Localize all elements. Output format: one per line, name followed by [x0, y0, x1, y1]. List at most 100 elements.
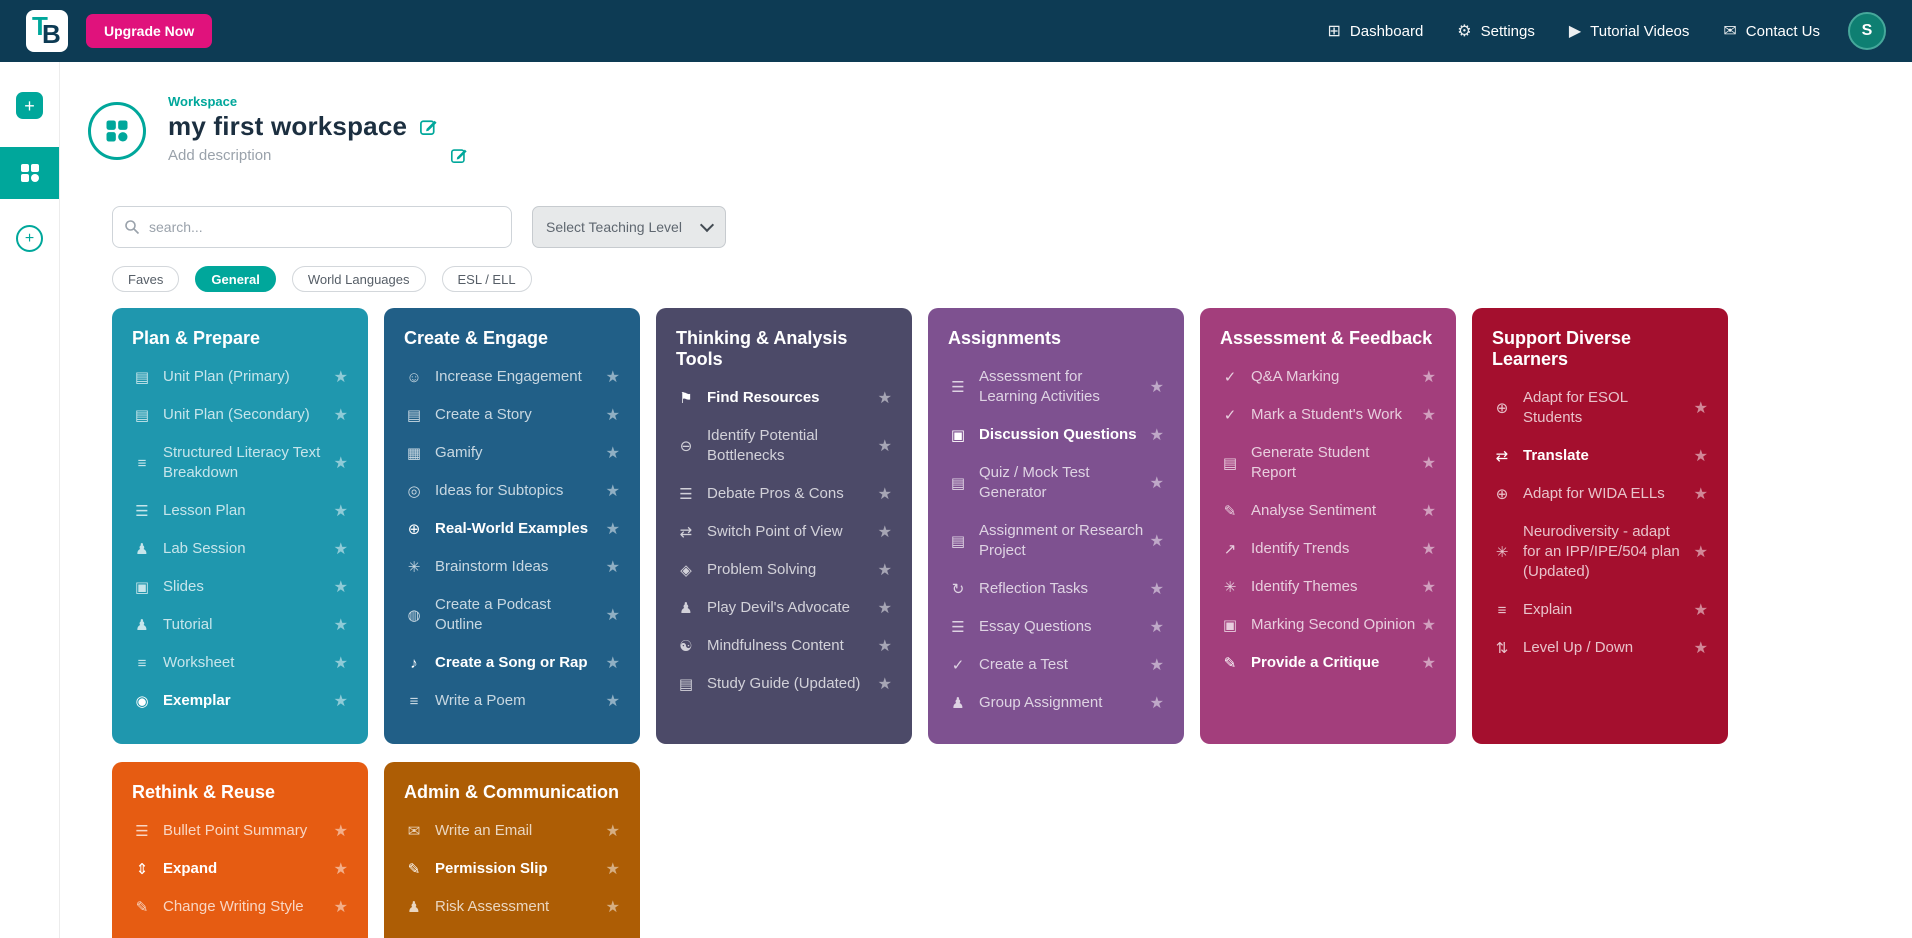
add-button-top[interactable]: + — [16, 92, 43, 119]
favorite-star-icon[interactable]: ★ — [1693, 486, 1708, 503]
favorite-star-icon[interactable]: ★ — [1693, 602, 1708, 619]
tool-item-assignment-or-research-project[interactable]: ▤ Assignment or Research Project ★ — [948, 521, 1164, 561]
tool-item-bullet-point-summary[interactable]: ☰ Bullet Point Summary ★ — [132, 821, 348, 841]
favorite-star-icon[interactable]: ★ — [1149, 533, 1164, 550]
tool-item-increase-engagement[interactable]: ☺ Increase Engagement ★ — [404, 367, 620, 387]
tool-item-essay-questions[interactable]: ☰ Essay Questions ★ — [948, 617, 1164, 637]
app-logo[interactable]: T B — [26, 10, 68, 52]
filter-pill-general[interactable]: General — [195, 266, 276, 292]
favorite-star-icon[interactable]: ★ — [1421, 407, 1436, 424]
tool-item-level-up-down[interactable]: ⇅ Level Up / Down ★ — [1492, 638, 1708, 658]
workspace-description-placeholder[interactable]: Add description — [168, 146, 272, 164]
favorite-star-icon[interactable]: ★ — [1149, 475, 1164, 492]
tool-item-risk-assessment[interactable]: ♟ Risk Assessment ★ — [404, 897, 620, 917]
tool-item-debate-pros-cons[interactable]: ☰ Debate Pros & Cons ★ — [676, 484, 892, 504]
tool-item-create-a-story[interactable]: ▤ Create a Story ★ — [404, 405, 620, 425]
tool-item-worksheet[interactable]: ≡ Worksheet ★ — [132, 653, 348, 673]
tool-item-create-a-podcast-outline[interactable]: ◍ Create a Podcast Outline ★ — [404, 595, 620, 635]
sidebar-item-active-workspace[interactable] — [0, 147, 59, 199]
favorite-star-icon[interactable]: ★ — [605, 861, 620, 878]
favorite-star-icon[interactable]: ★ — [877, 486, 892, 503]
edit-title-icon[interactable] — [419, 117, 438, 136]
tool-item-create-a-test[interactable]: ✓ Create a Test ★ — [948, 655, 1164, 675]
tool-item-real-world-examples[interactable]: ⊕ Real-World Examples ★ — [404, 519, 620, 539]
favorite-star-icon[interactable]: ★ — [1693, 640, 1708, 657]
tool-item-problem-solving[interactable]: ◈ Problem Solving ★ — [676, 560, 892, 580]
tool-item-explain[interactable]: ≡ Explain ★ — [1492, 600, 1708, 620]
favorite-star-icon[interactable]: ★ — [1421, 455, 1436, 472]
nav-link-dashboard[interactable]: ⊞ Dashboard — [1328, 21, 1424, 41]
favorite-star-icon[interactable]: ★ — [333, 455, 348, 472]
tool-item-play-devil-s-advocate[interactable]: ♟ Play Devil's Advocate ★ — [676, 598, 892, 618]
favorite-star-icon[interactable]: ★ — [1149, 657, 1164, 674]
tool-item-analyse-sentiment[interactable]: ✎ Analyse Sentiment ★ — [1220, 501, 1436, 521]
favorite-star-icon[interactable]: ★ — [605, 823, 620, 840]
favorite-star-icon[interactable]: ★ — [333, 693, 348, 710]
favorite-star-icon[interactable]: ★ — [1421, 503, 1436, 520]
favorite-star-icon[interactable]: ★ — [1149, 581, 1164, 598]
favorite-star-icon[interactable]: ★ — [333, 369, 348, 386]
favorite-star-icon[interactable]: ★ — [877, 524, 892, 541]
nav-link-contact-us[interactable]: ✉ Contact Us — [1723, 21, 1820, 41]
tool-item-mark-a-student-s-work[interactable]: ✓ Mark a Student's Work ★ — [1220, 405, 1436, 425]
tool-item-study-guide-updated[interactable]: ▤ Study Guide (Updated) ★ — [676, 674, 892, 694]
tool-item-quiz-mock-test-generator[interactable]: ▤ Quiz / Mock Test Generator ★ — [948, 463, 1164, 503]
favorite-star-icon[interactable]: ★ — [1421, 369, 1436, 386]
favorite-star-icon[interactable]: ★ — [605, 655, 620, 672]
tool-item-identify-potential-bottlenecks[interactable]: ⊖ Identify Potential Bottlenecks ★ — [676, 426, 892, 466]
favorite-star-icon[interactable]: ★ — [877, 676, 892, 693]
tool-item-marking-second-opinion[interactable]: ▣ Marking Second Opinion ★ — [1220, 615, 1436, 635]
tool-item-gamify[interactable]: ▦ Gamify ★ — [404, 443, 620, 463]
favorite-star-icon[interactable]: ★ — [1421, 617, 1436, 634]
tool-item-translate[interactable]: ⇄ Translate ★ — [1492, 446, 1708, 466]
tool-item-permission-slip[interactable]: ✎ Permission Slip ★ — [404, 859, 620, 879]
nav-link-tutorial-videos[interactable]: ▶ Tutorial Videos — [1569, 21, 1690, 41]
tool-item-ideas-for-subtopics[interactable]: ◎ Ideas for Subtopics ★ — [404, 481, 620, 501]
tool-item-lesson-plan[interactable]: ☰ Lesson Plan ★ — [132, 501, 348, 521]
tool-item-write-an-email[interactable]: ✉ Write an Email ★ — [404, 821, 620, 841]
tool-item-mindfulness-content[interactable]: ☯ Mindfulness Content ★ — [676, 636, 892, 656]
favorite-star-icon[interactable]: ★ — [605, 899, 620, 916]
favorite-star-icon[interactable]: ★ — [1421, 541, 1436, 558]
favorite-star-icon[interactable]: ★ — [333, 617, 348, 634]
favorite-star-icon[interactable]: ★ — [1149, 427, 1164, 444]
tool-item-switch-point-of-view[interactable]: ⇄ Switch Point of View ★ — [676, 522, 892, 542]
filter-pill-world-languages[interactable]: World Languages — [291, 266, 426, 292]
nav-link-settings[interactable]: ⚙ Settings — [1457, 21, 1535, 41]
favorite-star-icon[interactable]: ★ — [877, 390, 892, 407]
favorite-star-icon[interactable]: ★ — [1149, 619, 1164, 636]
favorite-star-icon[interactable]: ★ — [1693, 400, 1708, 417]
tool-item-group-assignment[interactable]: ♟ Group Assignment ★ — [948, 693, 1164, 713]
favorite-star-icon[interactable]: ★ — [1693, 448, 1708, 465]
favorite-star-icon[interactable]: ★ — [333, 579, 348, 596]
tool-item-provide-a-critique[interactable]: ✎ Provide a Critique ★ — [1220, 653, 1436, 673]
tool-item-change-writing-style[interactable]: ✎ Change Writing Style ★ — [132, 897, 348, 917]
tool-item-discussion-questions[interactable]: ▣ Discussion Questions ★ — [948, 425, 1164, 445]
favorite-star-icon[interactable]: ★ — [605, 559, 620, 576]
tool-item-identify-trends[interactable]: ↗ Identify Trends ★ — [1220, 539, 1436, 559]
new-workspace-button[interactable]: + — [16, 225, 43, 252]
tool-item-generate-student-report[interactable]: ▤ Generate Student Report ★ — [1220, 443, 1436, 483]
tool-item-unit-plan-primary[interactable]: ▤ Unit Plan (Primary) ★ — [132, 367, 348, 387]
favorite-star-icon[interactable]: ★ — [605, 607, 620, 624]
tool-item-structured-literacy-text-breakdown[interactable]: ≡ Structured Literacy Text Breakdown ★ — [132, 443, 348, 483]
favorite-star-icon[interactable]: ★ — [1149, 379, 1164, 396]
favorite-star-icon[interactable]: ★ — [1421, 655, 1436, 672]
favorite-star-icon[interactable]: ★ — [877, 562, 892, 579]
favorite-star-icon[interactable]: ★ — [605, 483, 620, 500]
edit-description-icon[interactable] — [450, 146, 468, 164]
upgrade-button[interactable]: Upgrade Now — [86, 14, 213, 48]
favorite-star-icon[interactable]: ★ — [333, 503, 348, 520]
favorite-star-icon[interactable]: ★ — [877, 638, 892, 655]
filter-pill-faves[interactable]: Faves — [112, 266, 180, 292]
tool-item-write-a-poem[interactable]: ≡ Write a Poem ★ — [404, 691, 620, 711]
tool-item-brainstorm-ideas[interactable]: ✳ Brainstorm Ideas ★ — [404, 557, 620, 577]
favorite-star-icon[interactable]: ★ — [333, 861, 348, 878]
favorite-star-icon[interactable]: ★ — [333, 541, 348, 558]
tool-item-tutorial[interactable]: ♟ Tutorial ★ — [132, 615, 348, 635]
favorite-star-icon[interactable]: ★ — [605, 445, 620, 462]
teaching-level-select[interactable]: Select Teaching Level — [532, 206, 726, 248]
tool-item-adapt-for-esol-students[interactable]: ⊕ Adapt for ESOL Students ★ — [1492, 388, 1708, 428]
search-input[interactable] — [112, 206, 512, 248]
favorite-star-icon[interactable]: ★ — [605, 369, 620, 386]
